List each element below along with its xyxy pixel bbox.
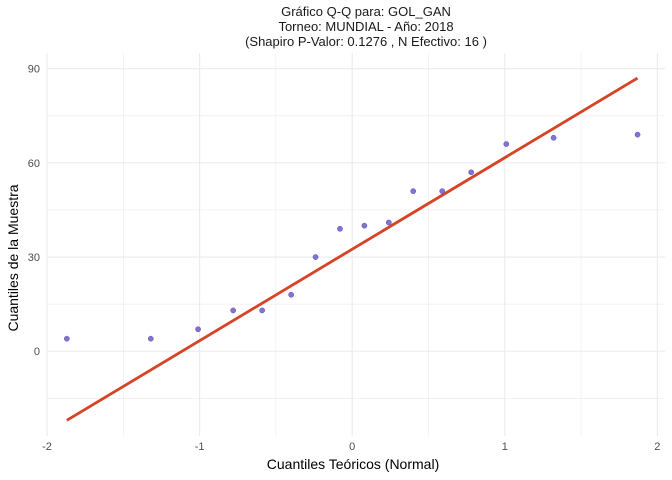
data-point (503, 141, 510, 147)
x-tick-label: 2 (654, 441, 660, 453)
y-tick-label: 0 (34, 346, 40, 358)
data-point (337, 225, 343, 232)
data-point (259, 307, 266, 314)
chart-title-line-2: Torneo: MUNDIAL - Año: 2018 (278, 19, 453, 34)
points-group (63, 131, 641, 342)
data-point (361, 222, 368, 229)
x-tick-label: -1 (195, 441, 205, 453)
x-axis-label: Cuantiles Teóricos (Normal) (267, 456, 439, 472)
data-point (439, 188, 446, 194)
data-point (195, 326, 201, 333)
data-point (550, 134, 557, 141)
grid (46, 53, 665, 436)
qq-reference-line (66, 76, 639, 422)
chart-title-line-3: (Shapiro P-Valor: 0.1276 , N Efectivo: 1… (245, 34, 487, 49)
data-point (288, 291, 294, 298)
y-tick-label: 90 (28, 64, 40, 76)
data-point (634, 131, 641, 138)
y-axis-ticks: 0 30 60 90 (28, 64, 40, 359)
reference-line-group (66, 76, 639, 422)
data-point (230, 307, 237, 314)
chart-title-line-1: Gráfico Q-Q para: GOL_GAN (281, 4, 451, 19)
data-point (63, 335, 70, 342)
x-axis-ticks: -2 -1 0 1 2 (42, 441, 660, 453)
data-point (385, 219, 392, 226)
y-tick-label: 60 (28, 158, 40, 170)
data-point (410, 188, 417, 194)
data-point (312, 254, 319, 260)
x-tick-label: 0 (349, 441, 355, 453)
y-tick-label: 30 (28, 252, 40, 264)
data-point (468, 169, 475, 176)
y-axis-label: Cuantiles de la Muestra (5, 184, 21, 331)
data-point (147, 335, 154, 342)
x-tick-label: 1 (502, 441, 508, 453)
x-tick-label: -2 (42, 441, 52, 453)
